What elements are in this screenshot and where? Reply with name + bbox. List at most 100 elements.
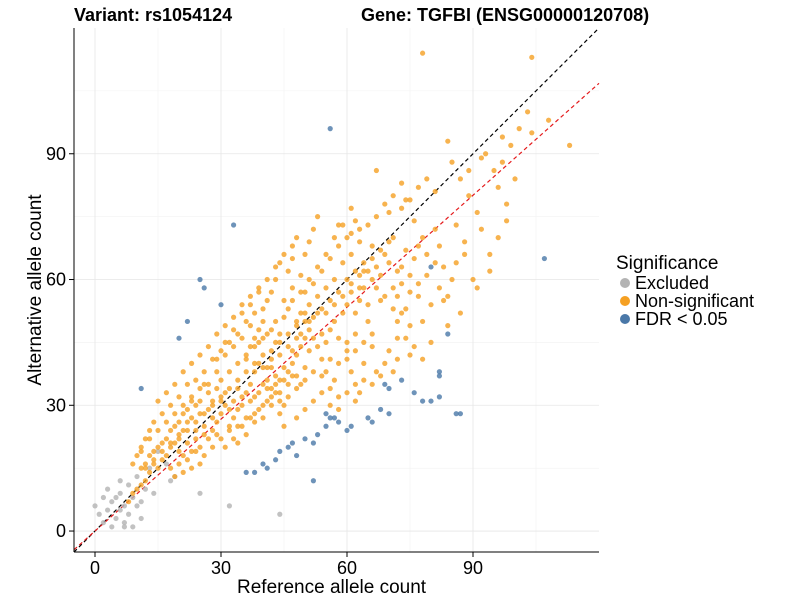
- point-non-significant: [168, 440, 174, 446]
- point-non-significant: [331, 377, 337, 383]
- point-non-significant: [184, 419, 190, 425]
- point-non-significant: [373, 214, 379, 220]
- point-non-significant: [252, 394, 258, 400]
- point-non-significant: [172, 381, 178, 387]
- point-non-significant: [403, 306, 409, 312]
- point-non-significant: [281, 402, 287, 408]
- point-non-significant: [205, 436, 211, 442]
- point-excluded: [134, 473, 140, 480]
- point-non-significant: [487, 251, 493, 257]
- point-non-significant: [189, 398, 195, 404]
- point-non-significant: [340, 222, 346, 228]
- y-tick-label: 0: [56, 521, 66, 541]
- point-non-significant: [205, 343, 211, 350]
- point-non-significant: [256, 406, 262, 413]
- point-non-significant: [273, 318, 279, 325]
- y-tick-label: 90: [46, 144, 66, 164]
- point-non-significant: [357, 272, 363, 278]
- point-non-significant: [268, 394, 274, 400]
- point-non-significant: [256, 289, 262, 295]
- point-non-significant: [369, 276, 375, 283]
- point-non-significant: [323, 251, 329, 257]
- point-non-significant: [189, 465, 195, 471]
- point-non-significant: [247, 381, 253, 387]
- point-non-significant: [226, 369, 232, 375]
- point-non-significant: [441, 297, 447, 304]
- point-non-significant: [172, 440, 178, 446]
- point-non-significant: [298, 289, 304, 295]
- point-non-significant: [193, 419, 199, 425]
- point-non-significant: [243, 352, 249, 358]
- point-non-significant: [252, 419, 258, 425]
- point-non-significant: [273, 339, 279, 345]
- point-excluded: [109, 524, 115, 530]
- point-non-significant: [302, 364, 308, 371]
- point-non-significant: [226, 406, 232, 413]
- point-non-significant: [478, 226, 484, 232]
- point-non-significant: [214, 419, 220, 425]
- point-non-significant: [357, 226, 363, 232]
- legend-label-excluded: Excluded: [635, 272, 710, 293]
- point-non-significant: [529, 54, 535, 60]
- point-non-significant: [256, 285, 262, 291]
- point-non-significant: [407, 197, 413, 203]
- point-non-significant: [268, 289, 274, 295]
- point-non-significant: [277, 411, 283, 417]
- point-non-significant: [252, 343, 258, 350]
- point-non-significant: [176, 432, 182, 438]
- point-non-significant: [264, 297, 270, 304]
- point-non-significant: [159, 457, 165, 463]
- point-non-significant: [197, 352, 203, 358]
- tick-labels: 0 30 60 90 0 30 60 90: [46, 144, 483, 578]
- point-non-significant: [403, 197, 409, 203]
- point-non-significant: [420, 318, 426, 325]
- point-fdr-0-05: [420, 398, 426, 404]
- point-non-significant: [243, 318, 249, 325]
- reference-lines: [73, 27, 600, 553]
- point-non-significant: [197, 461, 203, 467]
- point-excluded: [113, 515, 119, 522]
- point-non-significant: [268, 356, 274, 362]
- point-non-significant: [235, 406, 241, 413]
- point-non-significant: [222, 390, 228, 396]
- point-fdr-0-05: [231, 222, 237, 228]
- point-non-significant: [462, 251, 468, 257]
- point-non-significant: [277, 377, 283, 383]
- point-non-significant: [168, 444, 174, 450]
- point-fdr-0-05: [386, 411, 392, 417]
- point-non-significant: [235, 331, 241, 337]
- point-non-significant: [348, 230, 354, 237]
- point-non-significant: [184, 406, 190, 413]
- point-non-significant: [235, 423, 241, 429]
- point-fdr-0-05: [323, 423, 329, 429]
- point-non-significant: [294, 323, 300, 329]
- point-non-significant: [260, 415, 266, 421]
- point-non-significant: [361, 285, 367, 291]
- point-fdr-0-05: [445, 331, 451, 337]
- point-non-significant: [373, 285, 379, 291]
- point-non-significant: [273, 264, 279, 270]
- point-non-significant: [134, 486, 140, 492]
- point-non-significant: [289, 243, 295, 249]
- point-non-significant: [277, 339, 283, 345]
- point-non-significant: [231, 415, 237, 421]
- point-excluded: [121, 503, 127, 509]
- point-non-significant: [155, 465, 161, 471]
- point-non-significant: [210, 415, 216, 421]
- point-non-significant: [268, 327, 274, 333]
- point-non-significant: [201, 369, 207, 375]
- point-non-significant: [453, 222, 459, 228]
- point-non-significant: [277, 260, 283, 266]
- point-non-significant: [222, 402, 228, 408]
- point-non-significant: [378, 272, 384, 278]
- point-non-significant: [142, 436, 148, 442]
- point-non-significant: [218, 348, 224, 354]
- point-non-significant: [247, 293, 253, 299]
- point-non-significant: [256, 390, 262, 396]
- point-excluded: [130, 494, 136, 501]
- point-non-significant: [260, 306, 266, 312]
- point-non-significant: [172, 411, 178, 417]
- point-non-significant: [235, 440, 241, 446]
- point-non-significant: [264, 331, 270, 337]
- point-non-significant: [302, 289, 308, 295]
